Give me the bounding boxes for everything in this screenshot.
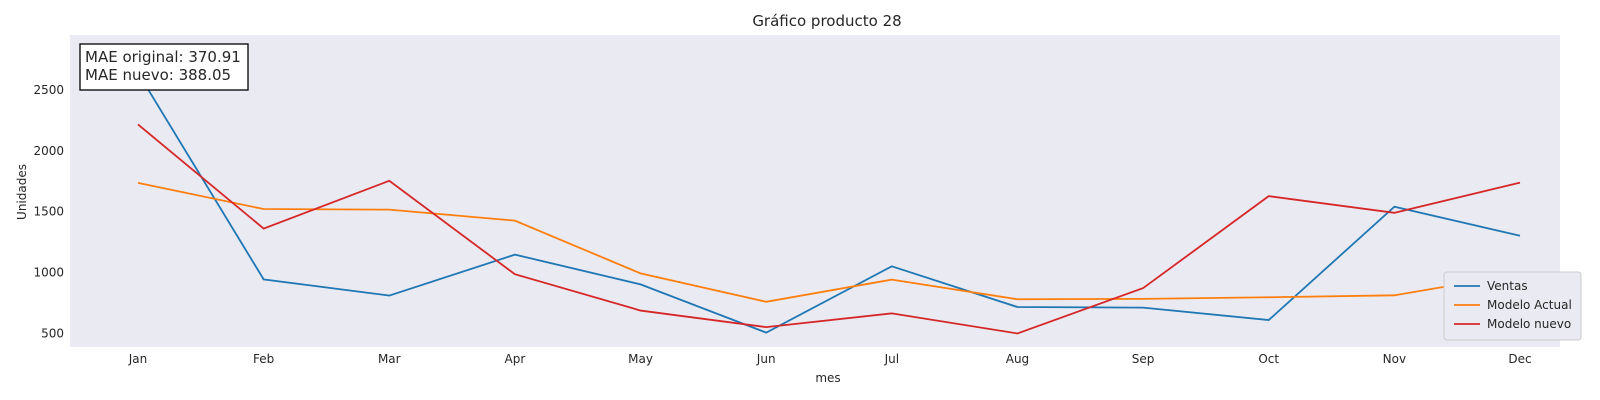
- plot-area: [70, 35, 1560, 347]
- series-line-modelo-actual: [137, 181, 1521, 303]
- x-tick-label: Jul: [884, 352, 899, 366]
- legend-label: Ventas: [1487, 279, 1528, 293]
- x-tick-label: Dec: [1508, 352, 1531, 366]
- y-tick-label: 1000: [33, 266, 64, 280]
- x-tick-label: Apr: [505, 352, 526, 366]
- x-tick-label: Nov: [1383, 352, 1406, 366]
- x-tick-label: Mar: [378, 352, 401, 366]
- mae-annotation-box: MAE original: 370.91 MAE nuevo: 388.05: [79, 43, 249, 91]
- x-tick-label: Jan: [128, 352, 148, 366]
- chart-title: Gráfico producto 28: [752, 12, 901, 30]
- y-axis-label: Unidades: [15, 164, 29, 220]
- legend-label: Modelo Actual: [1487, 298, 1572, 312]
- mae-new-text: MAE nuevo: 388.05: [85, 66, 231, 84]
- y-tick-label: 1500: [33, 205, 64, 219]
- x-tick-label: Oct: [1258, 352, 1279, 366]
- series-line-modelo-nuevo: [137, 123, 1521, 335]
- x-axis-ticks: Jan Feb Mar Apr May Jun Jul Aug Sep Oct Nov Dec: [128, 352, 1532, 366]
- series-lines: [137, 72, 1521, 335]
- x-tick-label: May: [628, 352, 653, 366]
- x-axis-label: mes: [815, 371, 840, 385]
- legend: Ventas Modelo Actual Modelo nuevo: [1443, 271, 1582, 341]
- y-tick-label: 2500: [33, 83, 64, 97]
- y-tick-label: 500: [41, 327, 64, 341]
- y-tick-label: 2000: [33, 144, 64, 158]
- x-tick-label: Feb: [253, 352, 274, 366]
- x-tick-label: Sep: [1132, 352, 1155, 366]
- x-tick-label: Jun: [756, 352, 776, 366]
- mae-original-text: MAE original: 370.91: [85, 48, 241, 66]
- y-axis-ticks: 500 1000 1500 2000 2500: [33, 83, 64, 341]
- series-line-ventas: [137, 72, 1521, 334]
- legend-label: Modelo nuevo: [1487, 317, 1571, 331]
- x-tick-label: Aug: [1006, 352, 1029, 366]
